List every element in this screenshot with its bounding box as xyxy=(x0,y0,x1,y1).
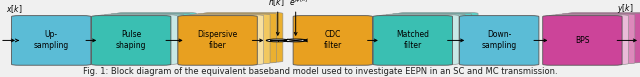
FancyBboxPatch shape xyxy=(293,16,372,65)
FancyBboxPatch shape xyxy=(568,13,640,62)
Text: $y[k]$: $y[k]$ xyxy=(617,2,634,15)
FancyBboxPatch shape xyxy=(117,13,196,62)
FancyBboxPatch shape xyxy=(92,16,171,65)
FancyBboxPatch shape xyxy=(543,16,622,65)
Text: $e^{j\varphi[k]}$: $e^{j\varphi[k]}$ xyxy=(289,0,308,8)
Text: CDC
filter: CDC filter xyxy=(324,30,342,51)
FancyBboxPatch shape xyxy=(460,16,539,65)
FancyBboxPatch shape xyxy=(111,13,190,63)
Circle shape xyxy=(266,39,289,42)
Text: $n[k]$: $n[k]$ xyxy=(268,0,285,8)
FancyBboxPatch shape xyxy=(399,13,478,62)
FancyBboxPatch shape xyxy=(380,15,459,64)
FancyBboxPatch shape xyxy=(392,13,472,63)
FancyBboxPatch shape xyxy=(104,14,184,64)
Text: BPS: BPS xyxy=(575,36,589,45)
FancyBboxPatch shape xyxy=(98,15,177,64)
FancyBboxPatch shape xyxy=(549,15,628,64)
FancyBboxPatch shape xyxy=(184,15,264,64)
FancyBboxPatch shape xyxy=(562,13,640,63)
Text: Down-
sampling: Down- sampling xyxy=(481,30,517,51)
FancyBboxPatch shape xyxy=(556,14,635,64)
FancyBboxPatch shape xyxy=(197,13,276,63)
Text: Up-
sampling: Up- sampling xyxy=(33,30,69,51)
Text: Fig. 1: Block diagram of the equivalent baseband model used to investigate EEPN : Fig. 1: Block diagram of the equivalent … xyxy=(83,67,557,76)
Text: Pulse
shaping: Pulse shaping xyxy=(116,30,147,51)
FancyBboxPatch shape xyxy=(386,14,465,64)
Text: Matched
filter: Matched filter xyxy=(396,30,429,51)
FancyBboxPatch shape xyxy=(178,16,257,65)
Circle shape xyxy=(284,39,307,42)
Text: $x[k]$: $x[k]$ xyxy=(6,3,23,15)
FancyBboxPatch shape xyxy=(12,16,91,65)
FancyBboxPatch shape xyxy=(191,14,270,64)
FancyBboxPatch shape xyxy=(204,13,283,62)
Text: Dispersive
fiber: Dispersive fiber xyxy=(198,30,237,51)
FancyBboxPatch shape xyxy=(373,16,452,65)
